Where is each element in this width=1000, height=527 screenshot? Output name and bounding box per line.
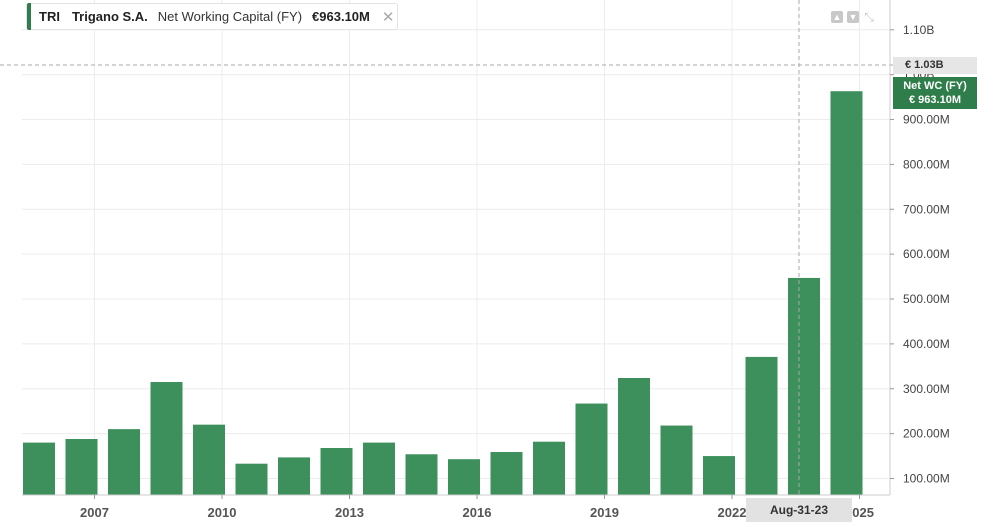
series-legend[interactable]: TRI Trigano S.A. Net Working Capital (FY…	[26, 3, 398, 30]
crosshair-date-tag: Aug-31-23	[746, 498, 852, 522]
bar	[65, 439, 98, 495]
x-tick-label: 2010	[208, 505, 237, 520]
bar	[150, 382, 183, 495]
y-tick-label: 1.10B	[903, 23, 934, 37]
bar	[533, 441, 565, 495]
x-tick-label: 2016	[463, 505, 492, 520]
bar	[448, 459, 480, 495]
y-tick-label: 600.00M	[903, 247, 950, 261]
y-tick-label: 700.00M	[903, 202, 950, 216]
y-tick-label: 200.00M	[903, 427, 950, 441]
y-tick-label: 500.00M	[903, 292, 950, 306]
x-tick-label: 2019	[590, 505, 619, 520]
chart-toolbar: ▲ ▼ ⤡	[831, 11, 875, 23]
bar	[830, 91, 863, 496]
y-tick-label: 100.00M	[903, 472, 950, 486]
bar	[235, 463, 268, 495]
bar	[660, 425, 693, 495]
legend-metric: Net Working Capital (FY)	[157, 9, 303, 24]
y-tick-label: 400.00M	[903, 337, 950, 351]
close-icon[interactable]: ✕	[381, 8, 395, 26]
bar	[703, 456, 735, 495]
x-tick-label: 2007	[80, 505, 109, 520]
bar	[575, 403, 608, 495]
bar	[745, 356, 778, 495]
legend-value: €963.10M	[312, 9, 370, 24]
current-value-label: Net WC (FY)	[903, 80, 967, 92]
bar	[788, 277, 820, 495]
bar	[23, 442, 55, 495]
current-value-amount: € 963.10M	[909, 94, 961, 106]
x-tick-label: 2025	[845, 505, 874, 520]
arrow-up-icon[interactable]: ▲	[831, 11, 843, 23]
legend-company: Trigano S.A.	[71, 9, 148, 24]
y-tick-label: 900.00M	[903, 113, 950, 127]
bar	[618, 377, 650, 495]
series-color-swatch	[27, 3, 31, 30]
bar	[320, 447, 353, 495]
bar	[405, 454, 438, 495]
arrow-down-icon[interactable]: ▼	[847, 11, 859, 23]
x-tick-label: 2013	[335, 505, 364, 520]
bar	[363, 442, 395, 495]
reference-value-tag: € 1.03B	[893, 57, 977, 74]
current-value-tag: Net WC (FY) € 963.10M	[893, 77, 977, 109]
bar	[278, 457, 310, 495]
bar	[193, 424, 225, 495]
bar	[108, 429, 140, 495]
collapse-icon[interactable]: ⤡	[864, 10, 874, 24]
y-tick-label: 800.00M	[903, 157, 950, 171]
bar	[490, 452, 523, 495]
x-tick-label: 2022	[718, 505, 747, 520]
y-tick-label: 300.00M	[903, 382, 950, 396]
legend-ticker: TRI	[39, 9, 60, 24]
